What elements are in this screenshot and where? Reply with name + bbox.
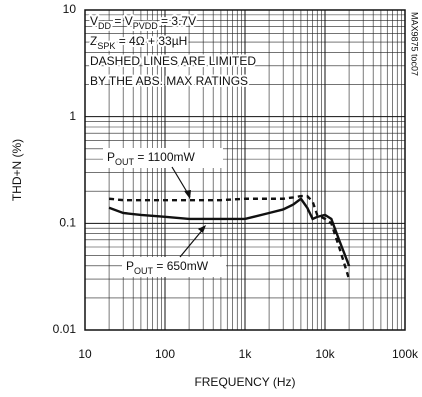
annotation: VDD = VPVDD = 3.7V (90, 14, 196, 31)
text-part: = 3.7V (158, 14, 196, 28)
subscript: SPK (97, 41, 115, 51)
side-note: MAX9875 toc07 (410, 12, 420, 76)
text-part: BY THE ABS. MAX RATINGS (90, 74, 248, 88)
x-tick-label: 100k (392, 347, 419, 361)
annotation: ZSPK = 4Ω + 33µH (90, 34, 187, 51)
x-tick-label: 100 (155, 347, 175, 361)
y-tick-label: 0.1 (59, 216, 76, 230)
text-part: V (90, 14, 98, 28)
x-tick-label: 10 (78, 347, 92, 361)
subscript: DD (98, 21, 111, 31)
text-part: = V (111, 14, 133, 28)
text-part: = 650mW (153, 259, 209, 273)
series-line (108, 197, 351, 267)
annotation: BY THE ABS. MAX RATINGS (90, 74, 248, 88)
annotations: VDD = VPVDD = 3.7V ZSPK = 4Ω + 33µH DASHED… (88, 12, 258, 90)
text-part: = 1100mW (134, 150, 195, 164)
text-part: Z (90, 34, 97, 48)
arrow-head (198, 225, 206, 233)
arrow-head (184, 190, 191, 199)
label-box (103, 148, 223, 168)
y-axis-label: THD+N (%) (10, 139, 24, 201)
x-axis-label: FREQUENCY (Hz) (194, 375, 295, 389)
lines (108, 194, 351, 280)
plot-frame (84, 9, 406, 331)
label-box (122, 257, 226, 277)
text-part: P (126, 259, 134, 273)
subscript: OUT (115, 157, 135, 167)
y-tick-label: 0.01 (53, 322, 77, 336)
y-tick-label: 1 (69, 109, 76, 123)
x-tick-label: 1k (239, 347, 253, 361)
subscript: PVDD (133, 21, 159, 31)
text-part: P (107, 150, 115, 164)
series-label: POUT = 1100mW (107, 150, 195, 167)
subscript: OUT (134, 266, 154, 276)
arrow (179, 227, 205, 258)
annotation: DASHED LINES ARE LIMITED (90, 54, 256, 68)
series-label: POUT = 650mW (126, 259, 209, 276)
text-part: DASHED LINES ARE LIMITED (90, 54, 256, 68)
y-tick-label: 10 (63, 2, 77, 16)
x-tick-label: 10k (315, 347, 335, 361)
text-part: = 4Ω + 33µH (115, 34, 187, 48)
